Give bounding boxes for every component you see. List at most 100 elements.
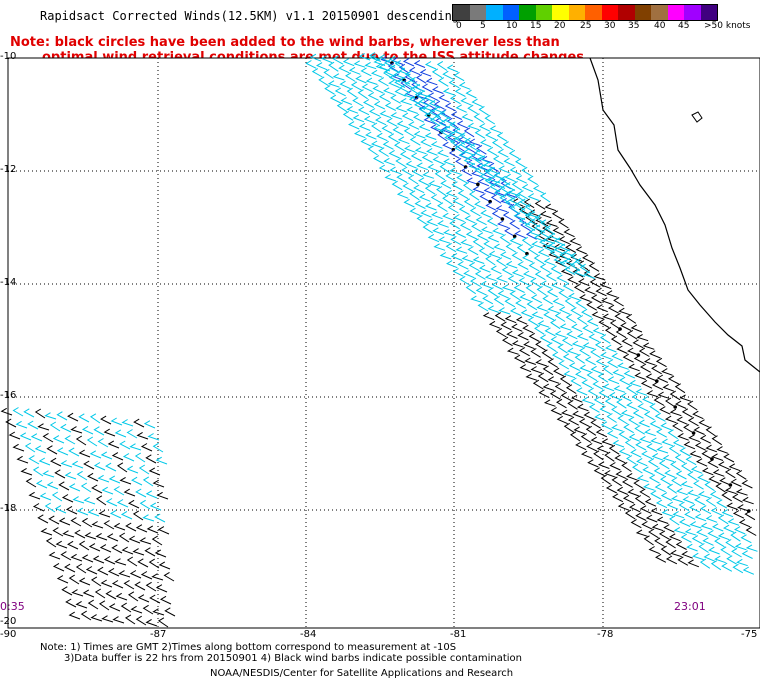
wind-barb (105, 498, 118, 507)
wind-barb (142, 514, 155, 522)
wind-barb (569, 261, 581, 272)
wind-barb (107, 440, 120, 449)
wind-barb (311, 68, 323, 78)
wind-barb (618, 448, 631, 457)
wind-barb (615, 328, 627, 339)
wind-barb (645, 514, 658, 523)
wind-barb (110, 417, 123, 426)
wind-barb (554, 330, 567, 338)
wind-barb (478, 123, 491, 132)
wind-barb (121, 546, 134, 555)
wind-barb (478, 155, 491, 164)
wind-barb (534, 270, 546, 281)
wind-barb (484, 114, 496, 125)
wind-barb (151, 573, 164, 581)
wind-barb (379, 110, 392, 119)
wind-barb (358, 52, 371, 61)
wind-barb (27, 420, 39, 430)
wind-barb (378, 147, 389, 157)
wind-barb (105, 590, 117, 600)
wind-barb (400, 97, 412, 106)
wind-barb (438, 94, 450, 103)
wind-barb (480, 280, 492, 289)
wind-barb (423, 104, 436, 112)
wind-barb (568, 292, 580, 301)
wind-barb (575, 246, 587, 255)
wind-barb (699, 434, 711, 444)
wind-barb (111, 544, 123, 554)
wind-barb (424, 61, 437, 70)
wind-barb (672, 439, 685, 448)
wind-barb (89, 450, 102, 459)
wind-barb (436, 186, 447, 197)
wind-barb (592, 327, 605, 336)
wind-barb (499, 251, 512, 260)
wind-barb (669, 515, 680, 526)
wind-barb (634, 372, 646, 380)
wind-barb (602, 313, 615, 321)
wind-barb (58, 517, 71, 526)
wind-barb (636, 333, 649, 342)
wind-barb (648, 528, 659, 539)
wind-barb (460, 97, 472, 106)
wind-barb (656, 516, 669, 524)
wind-barb (553, 367, 565, 377)
wind-barb (384, 102, 397, 111)
wind-barb (621, 337, 633, 347)
wind-barb (716, 446, 729, 454)
wind-barb (489, 183, 501, 193)
wind-barb (546, 288, 558, 298)
scale-label-3: 15 (530, 21, 542, 31)
wind-barb (637, 403, 649, 412)
wind-barb (579, 294, 591, 302)
wind-barb (644, 428, 656, 437)
wind-barb (457, 189, 469, 200)
wind-barb (139, 537, 152, 545)
wind-barb (42, 432, 54, 443)
wind-barb (472, 256, 485, 264)
wind-barb (592, 380, 604, 390)
wind-barb (558, 289, 569, 299)
wind-barb (370, 140, 383, 149)
wind-barb (86, 436, 98, 447)
scale-swatch-8 (585, 5, 602, 20)
wind-barb (60, 460, 73, 468)
wind-barb (454, 229, 467, 238)
wind-barb (126, 465, 139, 474)
wind-barb (389, 166, 402, 175)
wind-barb (437, 149, 449, 158)
wind-barb (587, 459, 599, 468)
wind-barb (612, 439, 625, 448)
wind-barb (128, 535, 141, 544)
wind-barb (504, 227, 517, 239)
wind-barb (661, 368, 673, 376)
wind-barb (677, 556, 689, 566)
scale-swatch-6 (552, 5, 569, 20)
wind-barb (654, 537, 665, 547)
wind-barb (377, 77, 389, 87)
wind-barb (463, 127, 475, 138)
wind-barb (545, 272, 557, 282)
wind-barb (381, 124, 393, 134)
wind-barb (691, 535, 703, 545)
wind-barb (78, 577, 91, 586)
wind-barb (561, 409, 573, 417)
wind-barb (133, 418, 145, 428)
wind-barb (482, 295, 494, 305)
wind-barb (357, 106, 370, 116)
wind-barb (693, 426, 705, 435)
wind-barb (651, 381, 664, 391)
wind-barb (704, 481, 715, 492)
wind-barb (738, 518, 751, 528)
wind-barb (511, 340, 524, 348)
wind-barb (44, 502, 56, 513)
wind-barb (433, 100, 445, 110)
scale-label-2: 10 (506, 21, 518, 31)
wind-barb (365, 131, 377, 140)
wind-barb (732, 563, 744, 574)
wind-barb (521, 183, 534, 193)
wind-barb (100, 451, 113, 460)
wind-barb (679, 447, 691, 457)
scale-swatch-0 (453, 5, 470, 20)
